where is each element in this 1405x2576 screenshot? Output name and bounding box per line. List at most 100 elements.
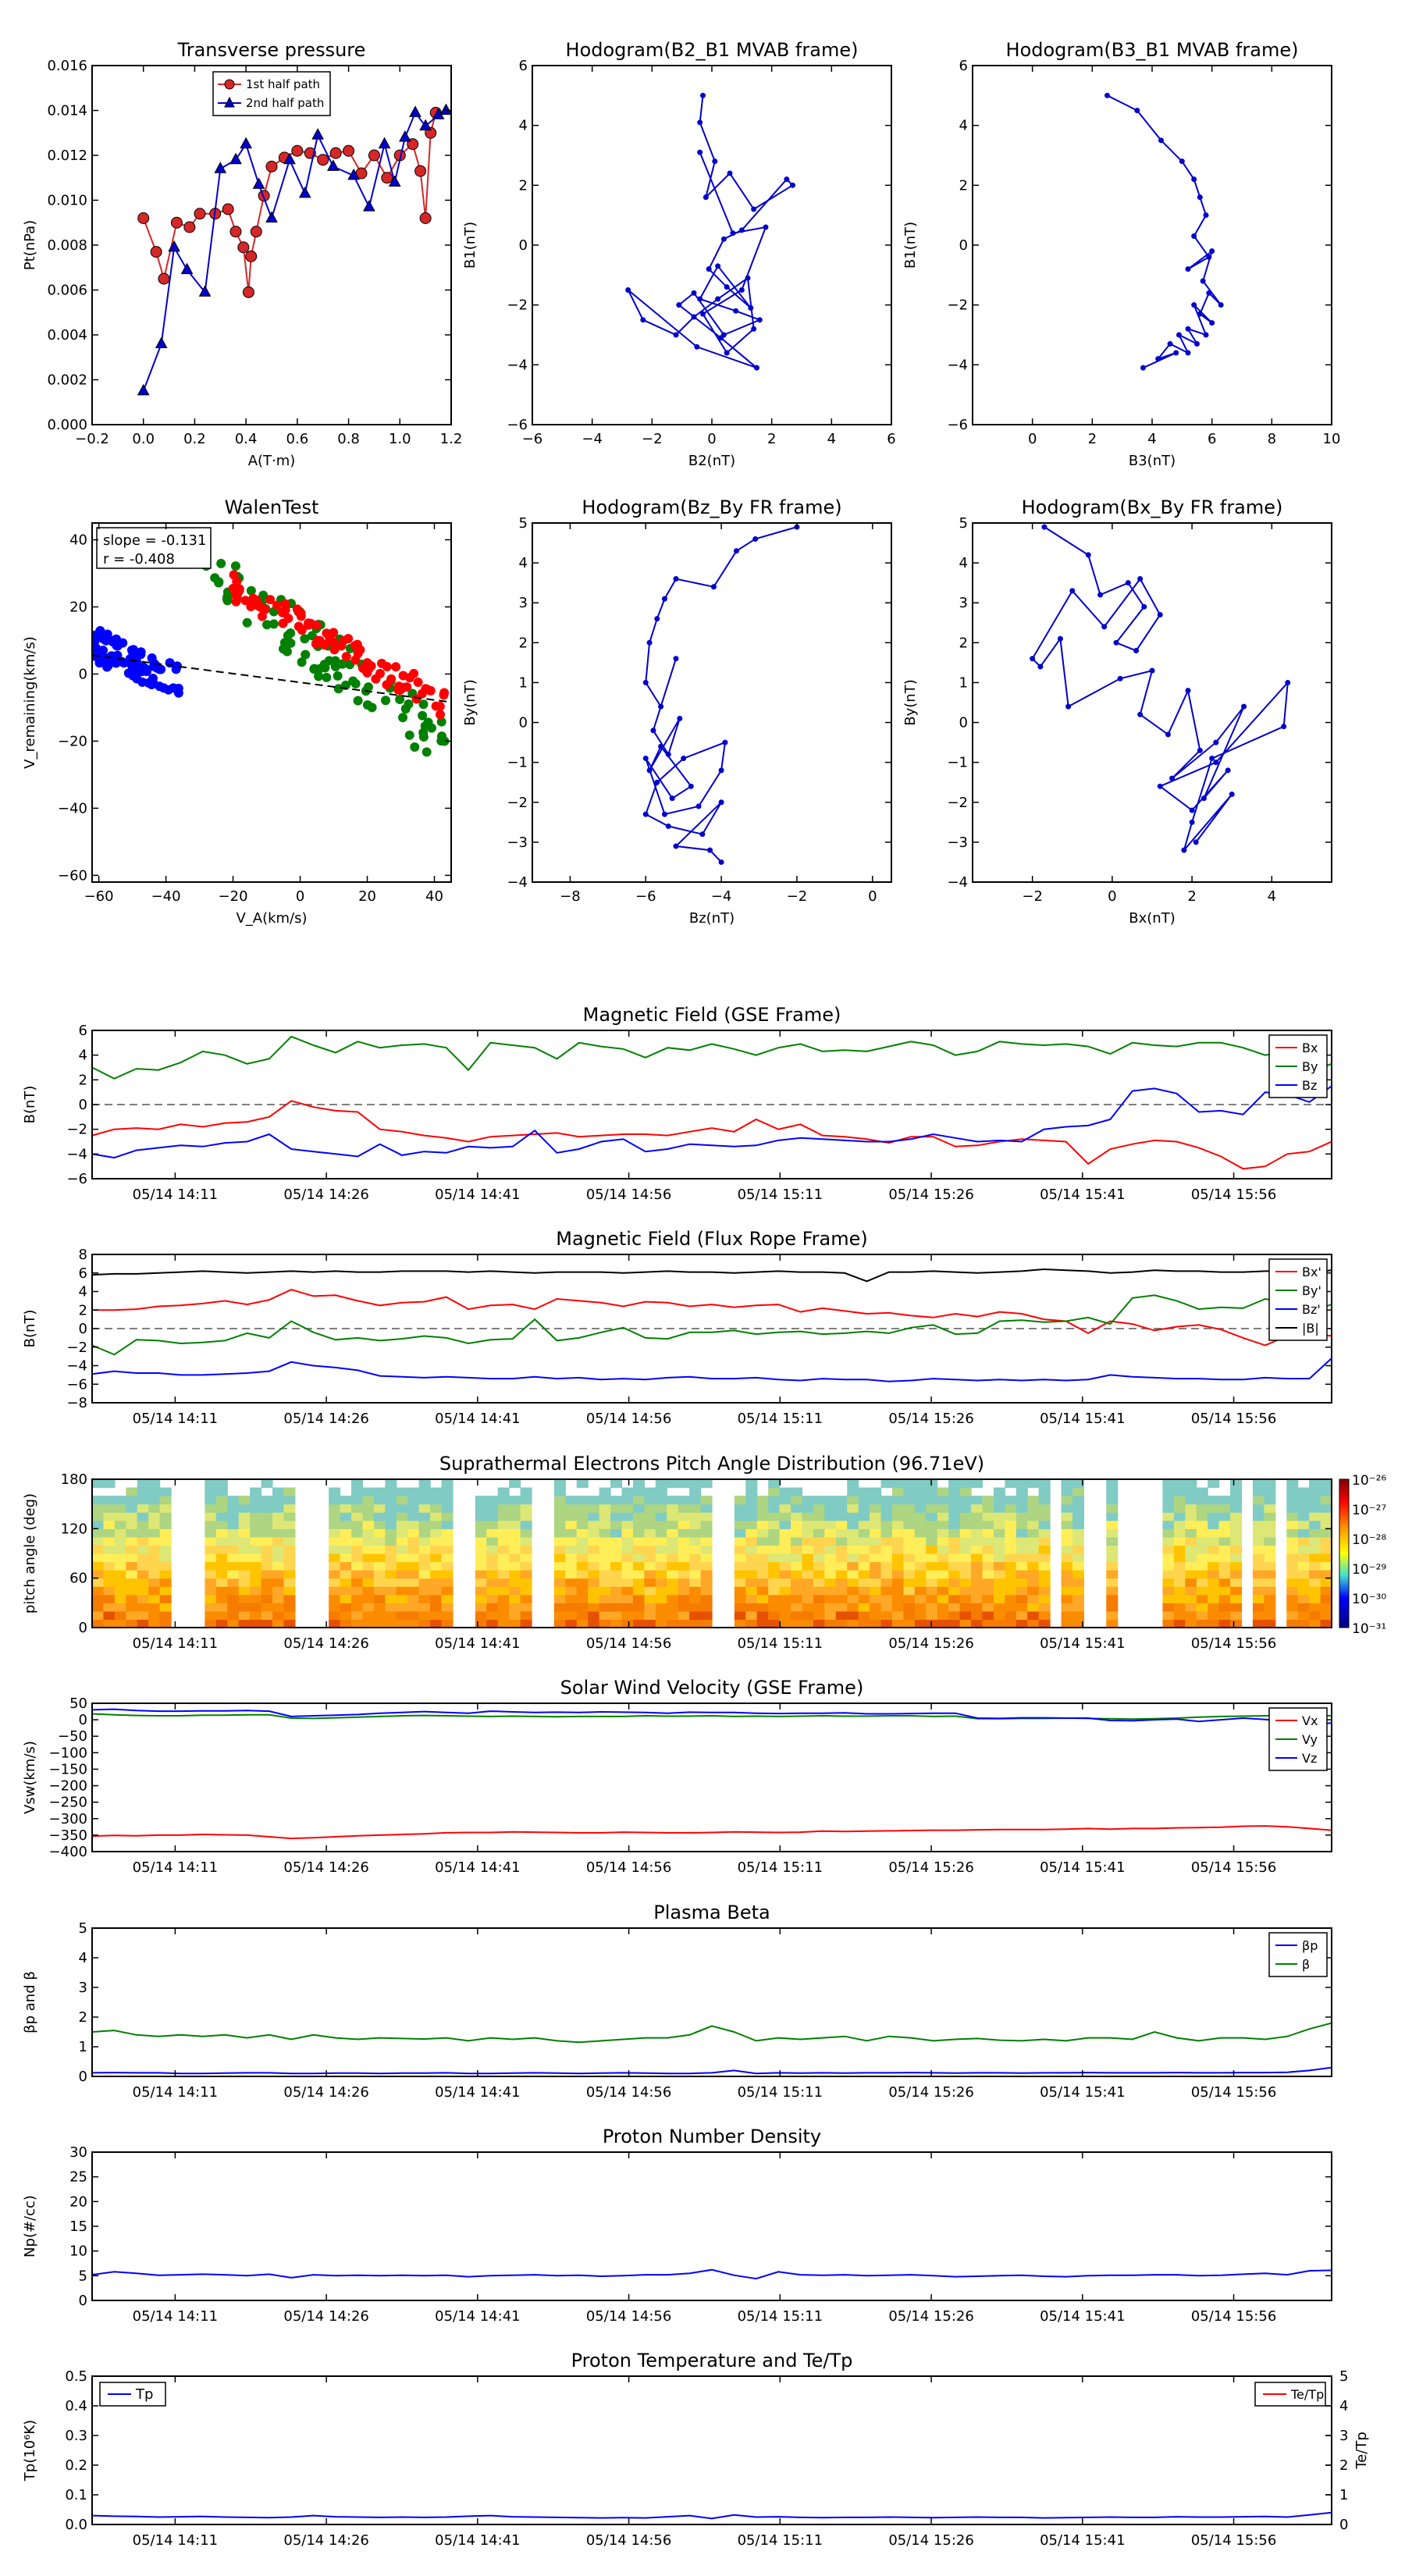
heatmap-cell [870, 1603, 882, 1612]
heatmap-cell [148, 1487, 161, 1496]
heatmap-cell [1072, 1619, 1084, 1628]
heatmap-cell [137, 1496, 149, 1505]
heatmap-cell [655, 1512, 667, 1521]
heatmap-cell [1230, 1619, 1243, 1628]
heatmap-cell [835, 1503, 848, 1513]
time-tick-label: 05/14 14:26 [283, 2308, 368, 2325]
time-tick-label: 05/14 15:56 [1191, 1859, 1276, 1876]
heatmap-cell [756, 1619, 769, 1628]
heatmap-cell [588, 1594, 600, 1603]
ytick-label: −20 [58, 733, 87, 749]
heatmap-cell [891, 1520, 905, 1529]
point-marker [329, 147, 342, 159]
heatmap-cell [948, 1520, 961, 1529]
point-marker [1117, 675, 1123, 681]
heatmap-cell [824, 1528, 837, 1538]
xtick-label: 0.8 [337, 431, 360, 447]
heatmap-cell [385, 1553, 397, 1563]
heatmap-cell [137, 1594, 149, 1603]
heatmap-cell [1196, 1553, 1208, 1563]
heatmap-cell [430, 1586, 443, 1596]
heatmap-cell [880, 1570, 893, 1579]
time-tick-label: 05/14 14:56 [586, 1635, 671, 1652]
heatmap-cell [880, 1512, 893, 1521]
heatmap-cell [520, 1610, 532, 1621]
heatmap-cell [1252, 1578, 1264, 1587]
point-marker [673, 332, 679, 338]
colorbar-tick-label: 10⁻³⁰ [1352, 1592, 1386, 1607]
heatmap-cell [475, 1619, 487, 1628]
heatmap-cell [824, 1536, 837, 1546]
heatmap-cell [813, 1586, 825, 1596]
heatmap-cell [329, 1603, 341, 1612]
heatmap-cell [441, 1586, 454, 1596]
point-marker [1065, 703, 1072, 710]
heatmap-cell [272, 1545, 285, 1554]
scatter-point [314, 671, 324, 681]
heatmap-cell [553, 1528, 566, 1538]
colorbar-tick-label: 10⁻²⁷ [1352, 1503, 1386, 1518]
heatmap-cell [1061, 1594, 1073, 1603]
heatmap-cell [148, 1570, 161, 1579]
heatmap-cell [238, 1610, 251, 1621]
heatmap-cell [926, 1528, 938, 1538]
legend-label: By' [1302, 1283, 1321, 1298]
point-marker [252, 177, 265, 189]
ytick-label-right: 3 [1339, 2428, 1348, 2444]
heatmap-cell [734, 1603, 746, 1612]
heatmap-cell [159, 1594, 172, 1603]
heatmap-cell [982, 1594, 994, 1603]
heatmap-cell [610, 1570, 623, 1579]
heatmap-cell [835, 1520, 848, 1529]
heatmap-cell [745, 1479, 758, 1489]
heatmap-cell [1173, 1528, 1186, 1538]
heatmap-cell [768, 1594, 781, 1603]
heatmap-cell [588, 1586, 600, 1596]
heatmap-cell [1264, 1512, 1276, 1521]
heatmap-cell [441, 1520, 454, 1529]
point-marker [409, 105, 422, 117]
heatmap-cell [745, 1561, 758, 1571]
ytick-label: 2 [79, 1302, 87, 1318]
heatmap-cell [1309, 1496, 1321, 1505]
scatter-point [367, 703, 377, 713]
point-marker [150, 246, 162, 258]
heatmap-cell [959, 1503, 972, 1513]
y-axis-label: Vsw(km/s) [22, 1741, 38, 1814]
heatmap-cell [520, 1594, 532, 1603]
heatmap-cell [824, 1561, 837, 1571]
heatmap-cell [1106, 1594, 1119, 1603]
chart-title: Solar Wind Velocity (GSE Frame) [560, 1677, 864, 1699]
heatmap-cell [779, 1619, 791, 1628]
heatmap-cell [993, 1553, 1005, 1563]
heatmap-cell [1286, 1528, 1299, 1538]
heatmap-cell [678, 1520, 690, 1529]
point-marker [625, 287, 631, 293]
heatmap-cell [926, 1503, 938, 1513]
heatmap-cell [92, 1610, 105, 1621]
heatmap-cell [1218, 1496, 1231, 1505]
heatmap-cell [632, 1603, 645, 1612]
heatmap-cell [441, 1487, 454, 1496]
heatmap-cell [791, 1561, 803, 1571]
heatmap-cell [407, 1545, 420, 1554]
point-marker [642, 811, 649, 817]
heatmap-cell [362, 1536, 375, 1546]
heatmap-cell [1196, 1570, 1208, 1579]
heatmap-cell [565, 1503, 578, 1513]
heatmap-cell [1208, 1545, 1220, 1554]
heatmap-cell [813, 1553, 825, 1563]
heatmap-cell [396, 1487, 408, 1496]
point-marker [1206, 254, 1212, 260]
heatmap-cell [1297, 1570, 1310, 1579]
heatmap-cell [430, 1512, 443, 1521]
heatmap-cell [1185, 1553, 1197, 1563]
heatmap-cell [92, 1594, 105, 1603]
heatmap-cell [1286, 1586, 1299, 1596]
scatter-point [426, 723, 436, 733]
chart-bfr: Magnetic Field (Flux Rope Frame)−8−6−4−2… [22, 1228, 1332, 1427]
heatmap-cell [250, 1496, 262, 1505]
series-line [92, 1100, 1332, 1170]
heatmap-cell [971, 1503, 984, 1513]
heatmap-cell [1196, 1619, 1208, 1628]
